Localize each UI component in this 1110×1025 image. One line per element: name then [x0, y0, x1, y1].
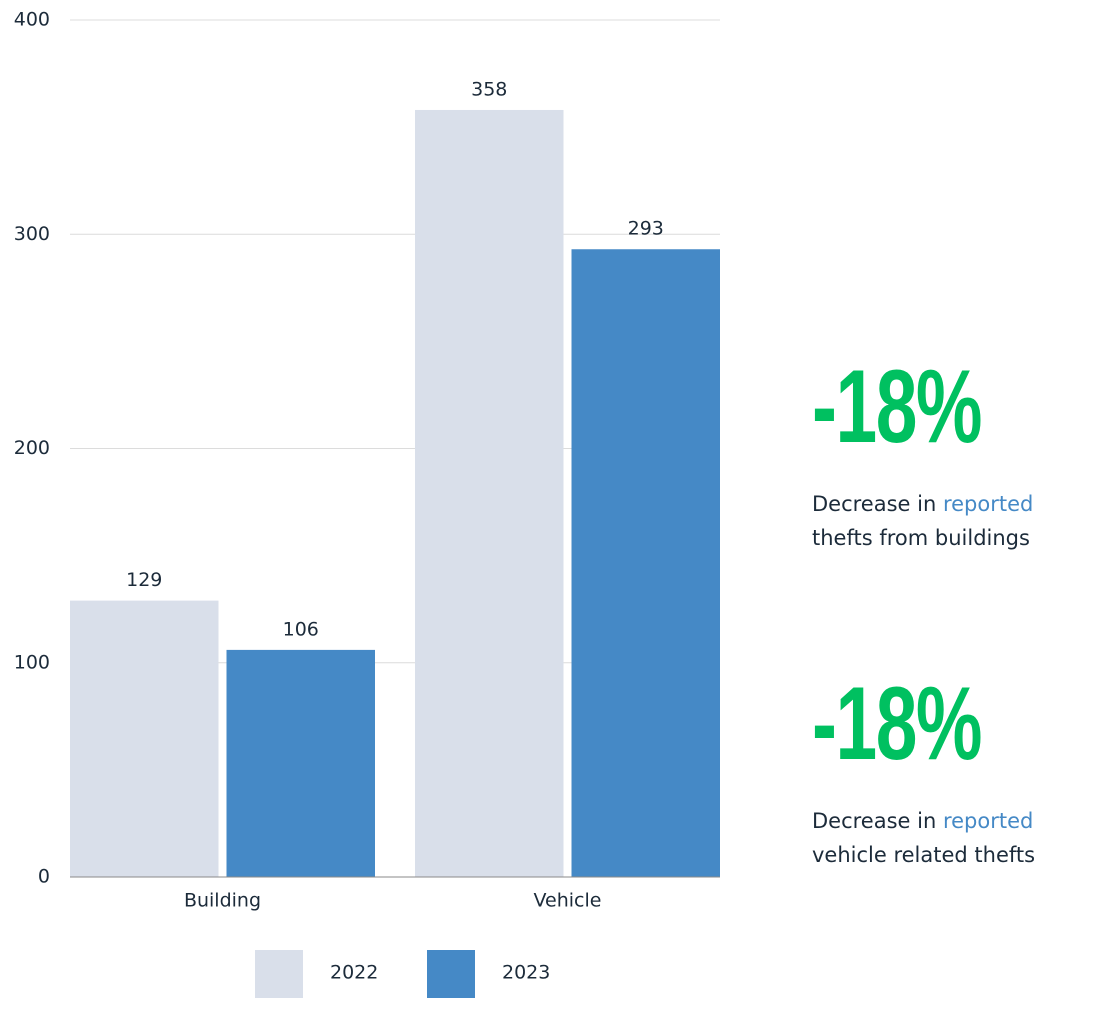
stat-vehicle: -18% Decrease in reported vehicle related…	[812, 672, 1110, 872]
value-label: 293	[628, 218, 664, 240]
stat-description: Decrease in reported vehicle related thef…	[812, 804, 1110, 872]
y-tick-label: 0	[38, 866, 50, 888]
stat-text: Decrease in	[812, 809, 937, 833]
x-tick-label: Building	[184, 890, 261, 912]
stat-value: -18%	[812, 349, 982, 465]
bar	[226, 649, 375, 877]
y-tick-label: 400	[14, 9, 50, 31]
legend-swatch	[427, 950, 475, 998]
stat-value: -18%	[812, 666, 982, 782]
chart: 0 100 200 300 400 Building 129 106 Vehicle 358 293…	[14, 9, 720, 998]
value-label: 358	[471, 78, 507, 100]
legend-label: 2022	[330, 962, 378, 984]
stat-text: Decrease in	[812, 492, 937, 516]
y-tick-label: 100	[14, 651, 50, 673]
x-tick-label: Vehicle	[534, 890, 602, 912]
stat-highlight: reported	[942, 809, 1034, 833]
value-label: 106	[283, 618, 319, 640]
y-tick-label: 300	[14, 223, 50, 245]
bar	[415, 109, 564, 878]
bar	[571, 249, 720, 877]
stat-building: -18% Decrease in reported thefts from bui…	[812, 355, 1110, 555]
value-label: 129	[126, 569, 162, 591]
legend-swatch	[255, 950, 303, 998]
legend-label: 2023	[502, 962, 550, 984]
stat-text: vehicle related thefts	[812, 843, 1036, 867]
y-tick-label: 200	[14, 437, 50, 459]
bar	[70, 600, 219, 877]
stat-text: thefts from buildings	[812, 526, 1030, 550]
stat-highlight: reported	[942, 492, 1034, 516]
stat-description: Decrease in reported thefts from building…	[812, 487, 1110, 555]
